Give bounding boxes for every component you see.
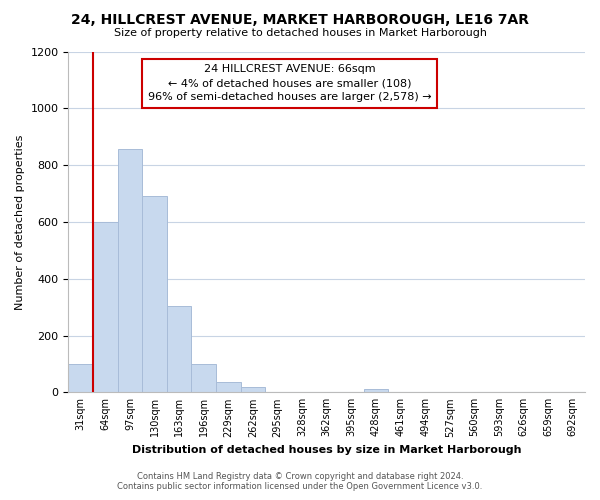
Bar [118, 150, 142, 392]
Bar [364, 390, 388, 392]
Bar [191, 364, 216, 392]
Bar [142, 196, 167, 392]
Y-axis label: Number of detached properties: Number of detached properties [15, 134, 25, 310]
Bar [241, 386, 265, 392]
Text: Contains HM Land Registry data © Crown copyright and database right 2024.
Contai: Contains HM Land Registry data © Crown c… [118, 472, 482, 491]
Text: 24, HILLCREST AVENUE, MARKET HARBOROUGH, LE16 7AR: 24, HILLCREST AVENUE, MARKET HARBOROUGH,… [71, 12, 529, 26]
Bar [68, 364, 93, 392]
Bar [167, 306, 191, 392]
Bar [93, 222, 118, 392]
Bar [216, 382, 241, 392]
Text: Size of property relative to detached houses in Market Harborough: Size of property relative to detached ho… [113, 28, 487, 38]
Text: 24 HILLCREST AVENUE: 66sqm
← 4% of detached houses are smaller (108)
96% of semi: 24 HILLCREST AVENUE: 66sqm ← 4% of detac… [148, 64, 431, 102]
X-axis label: Distribution of detached houses by size in Market Harborough: Distribution of detached houses by size … [132, 445, 521, 455]
